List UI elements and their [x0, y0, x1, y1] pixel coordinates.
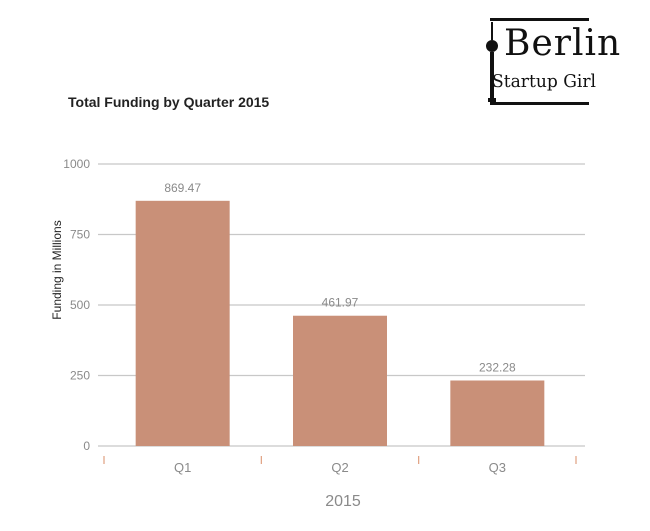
- logo-top-rule: [490, 18, 589, 21]
- y-axis-label: Funding in Millions: [50, 220, 64, 319]
- bar-layer: [135, 200, 545, 446]
- label-layer: 0 250 500 750 1000 869.47 Q1 461.97 Q2 232.28 Q3: [63, 157, 577, 475]
- bar-q2: [293, 315, 387, 446]
- y-tick-label: 500: [70, 298, 90, 312]
- logo-text-berlin: Berlin: [504, 23, 622, 64]
- y-tick-label: 1000: [63, 157, 90, 171]
- logo-bottom-rule: [490, 102, 589, 105]
- data-label: 461.97: [322, 296, 359, 310]
- y-tick-label: 250: [70, 369, 90, 383]
- x-tick-label: Q3: [489, 460, 506, 475]
- y-tick-label: 0: [83, 439, 90, 453]
- x-tick-label: Q2: [331, 460, 348, 475]
- bar-q3: [450, 380, 545, 446]
- x-axis-label: 2015: [325, 493, 361, 510]
- y-tick-label: 750: [70, 228, 90, 242]
- bar-q1: [135, 200, 230, 446]
- chart-title: Total Funding by Quarter 2015: [68, 94, 270, 110]
- logo: Berlin Startup Girl: [476, 18, 620, 108]
- x-tick-label: Q1: [174, 460, 191, 475]
- data-label: 869.47: [164, 181, 201, 195]
- data-label: 232.28: [479, 360, 516, 374]
- logo-text-startup-girl: Startup Girl: [492, 71, 596, 92]
- tv-tower-icon: [486, 22, 498, 102]
